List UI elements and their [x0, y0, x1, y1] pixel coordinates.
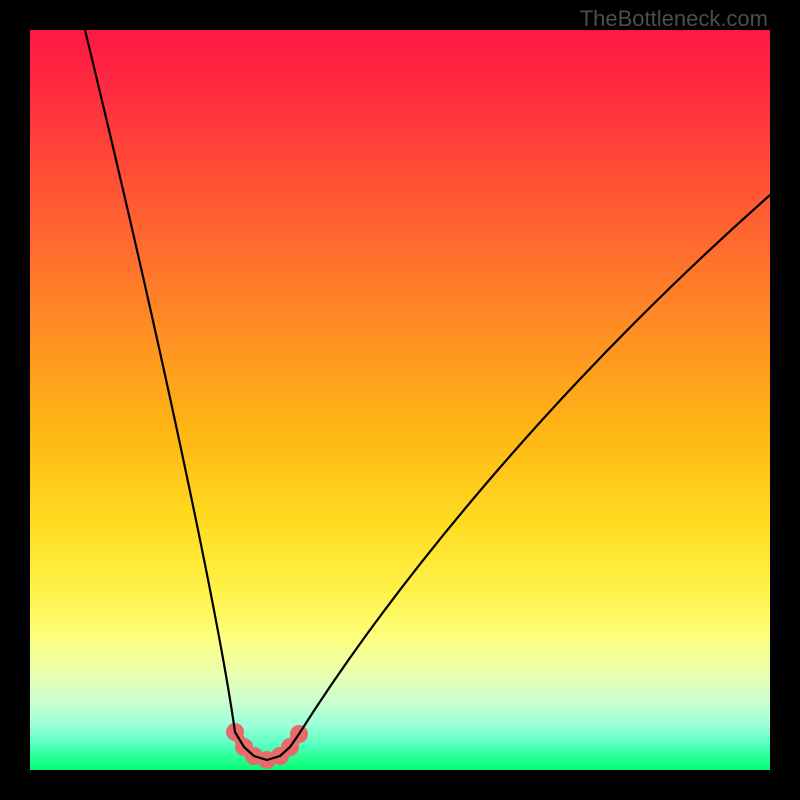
plot-area	[30, 30, 770, 770]
chart-frame: TheBottleneck.com	[0, 0, 800, 800]
gradient-background	[30, 30, 770, 770]
chart-svg	[30, 30, 770, 770]
watermark-text: TheBottleneck.com	[580, 6, 768, 32]
